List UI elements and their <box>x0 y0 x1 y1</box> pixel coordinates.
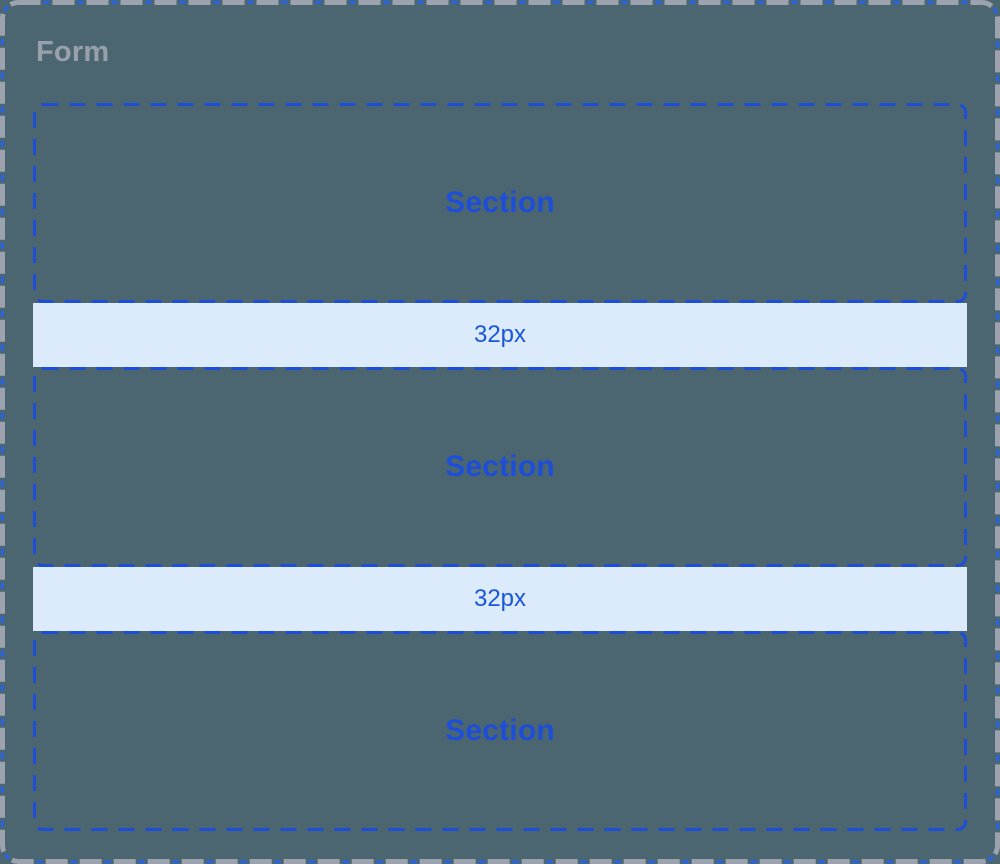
form-section-2: Section <box>33 367 967 567</box>
form-sections-stack: Section 32px Section 32px Section <box>33 103 967 831</box>
section-label: Section <box>445 186 555 219</box>
form-section-1: Section <box>33 103 967 303</box>
form-label: Form <box>36 36 110 68</box>
gap-size-label: 32px <box>473 321 527 348</box>
form-section-3: Section <box>33 631 967 831</box>
section-gap-spacer-2: 32px <box>33 567 967 631</box>
section-gap-spacer-1: 32px <box>33 303 967 367</box>
section-label: Section <box>445 714 555 747</box>
gap-size-label: 32px <box>473 585 527 612</box>
section-label: Section <box>445 450 555 483</box>
